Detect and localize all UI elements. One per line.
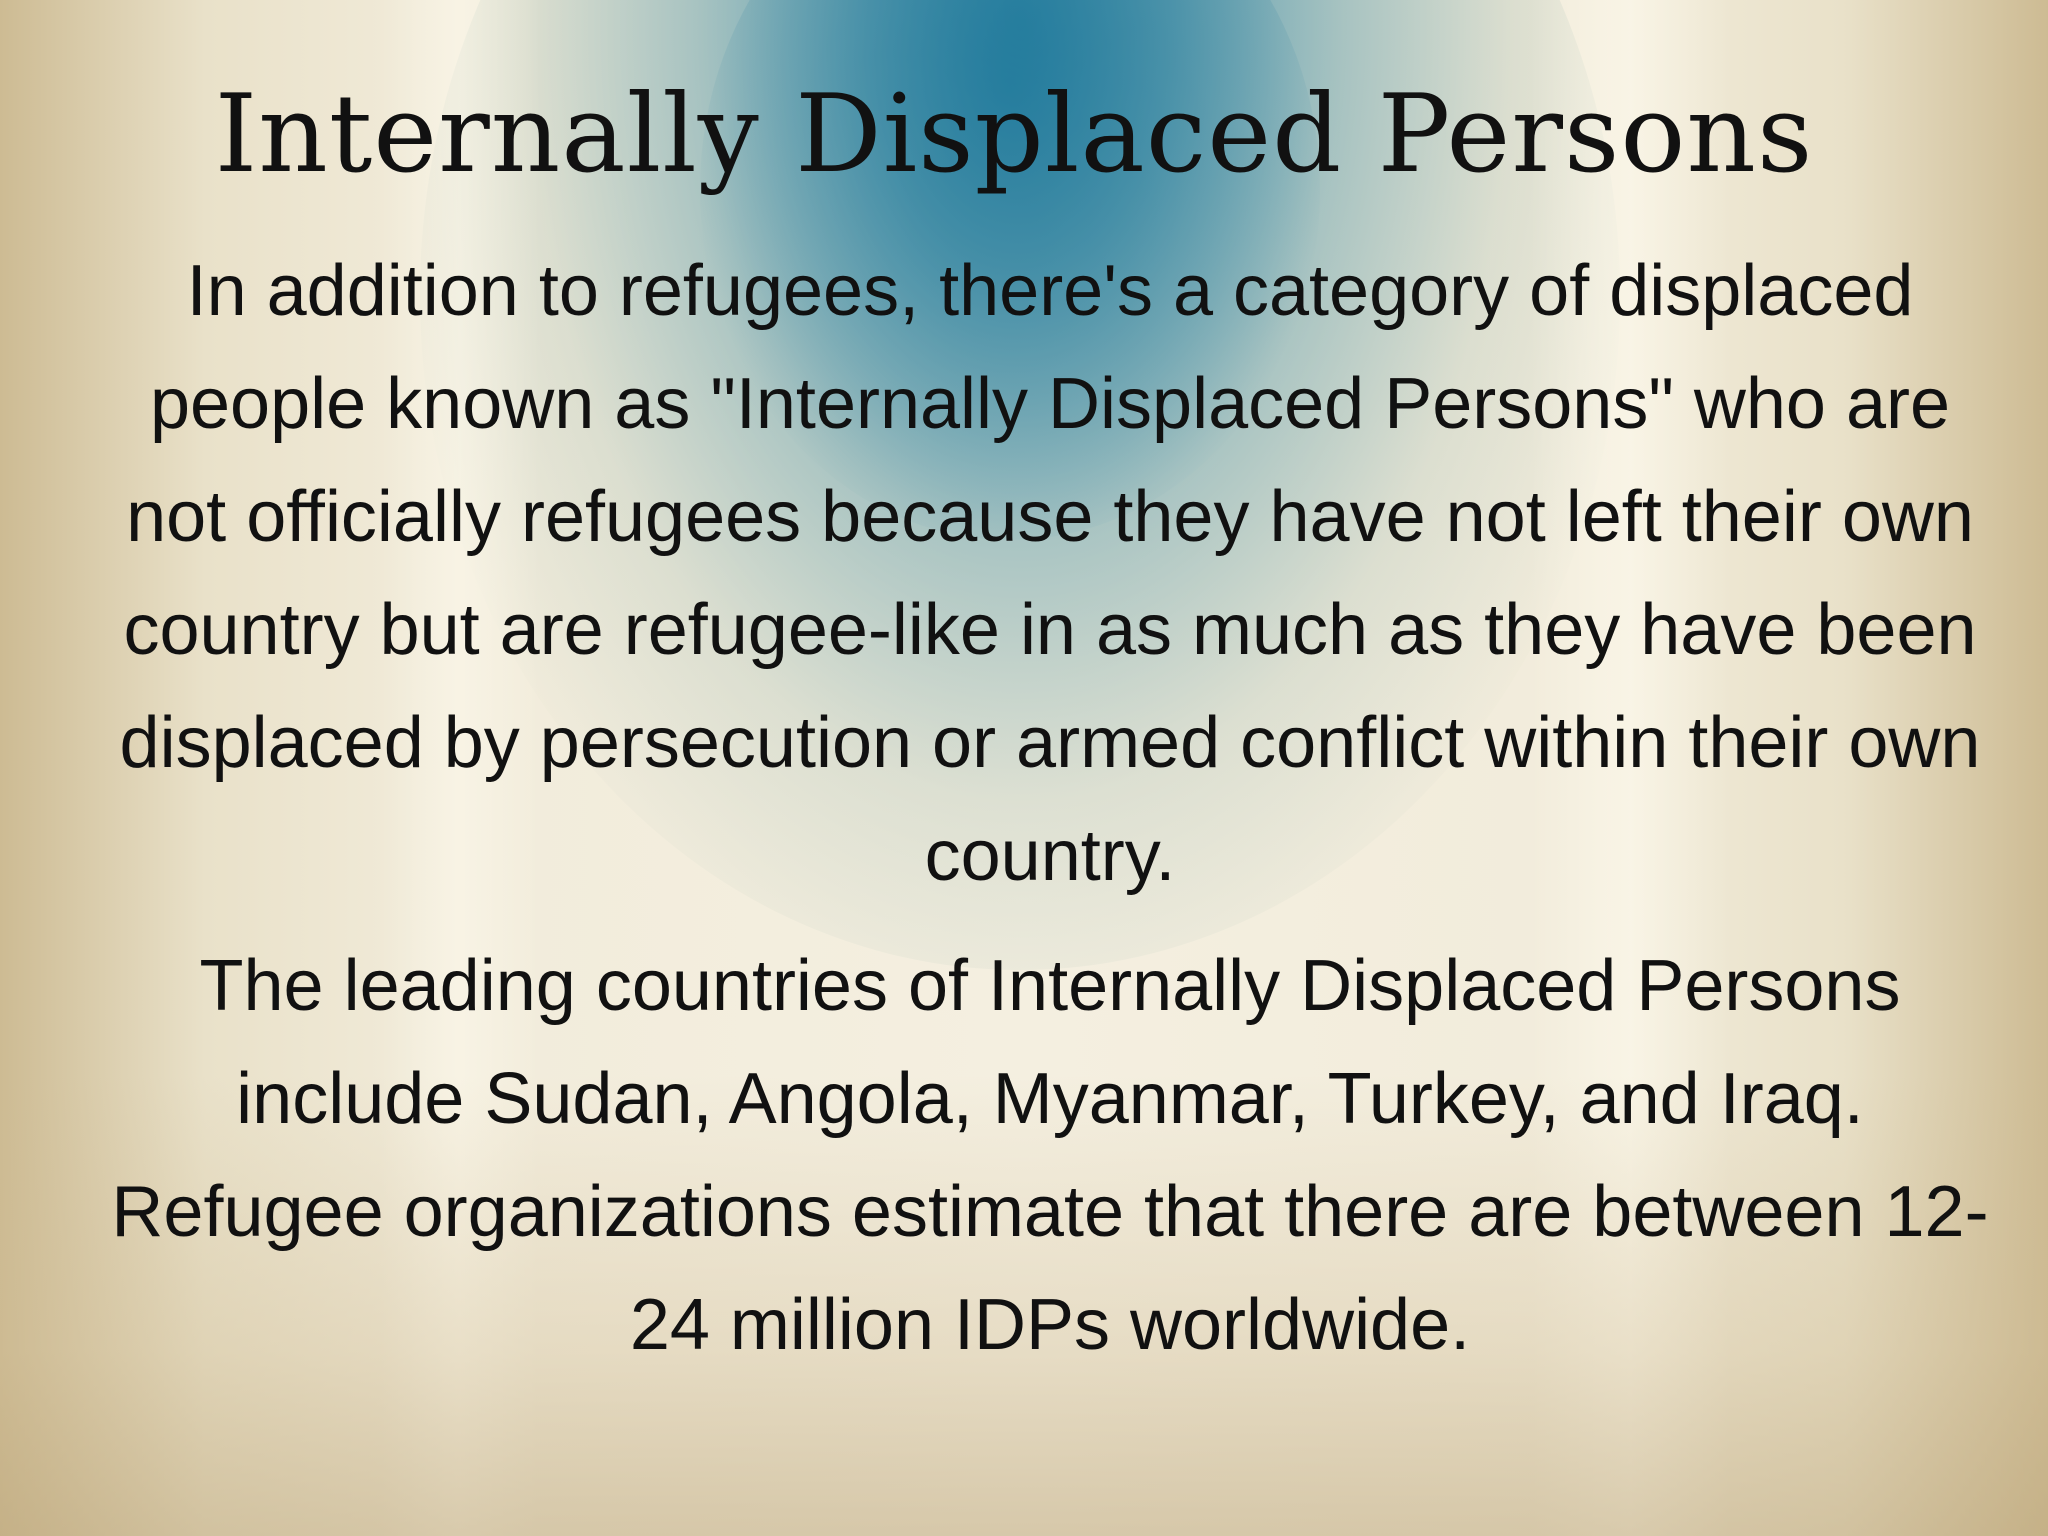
slide-title: Internally Displaced Persons xyxy=(214,72,1814,197)
body-paragraph-1: In addition to refugees, there's a categ… xyxy=(119,251,1981,896)
body-paragraph-2: The leading countries of Internally Disp… xyxy=(111,946,1989,1365)
